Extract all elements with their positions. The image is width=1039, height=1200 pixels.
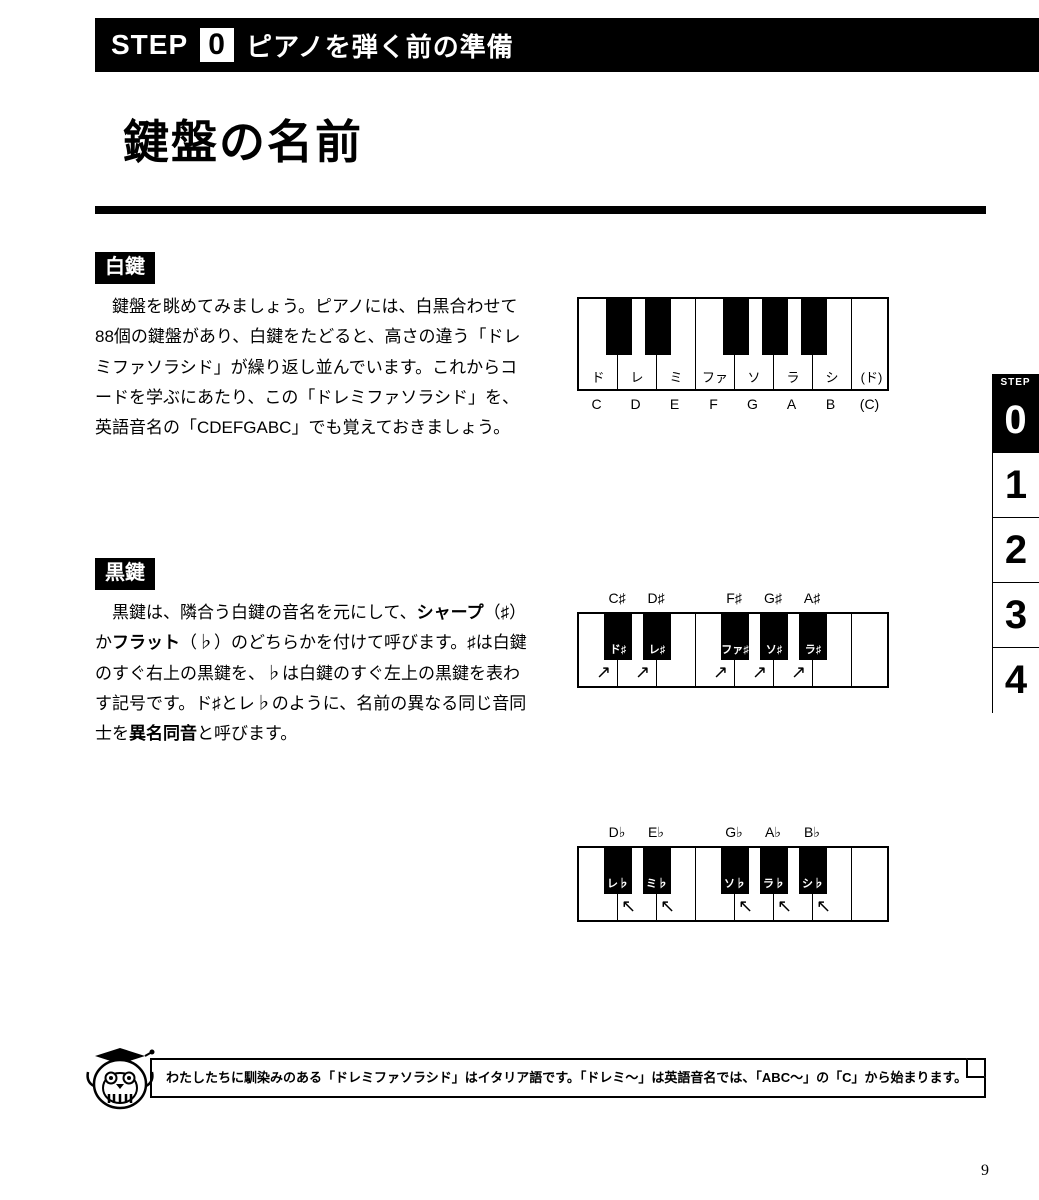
arrow-icon: ↗ [791,662,806,683]
black-key [762,299,788,355]
key-label-en: (C) [850,396,889,412]
key-label-top: A♯ [795,590,829,606]
key-label-en: F [694,396,733,412]
page-title: 鍵盤の名前 [123,106,363,172]
tab-step-label: STEP [992,374,1039,388]
page: STEP 0 ピアノを弾く前の準備 鍵盤の名前 白鍵 鍵盤を眺めてみましょう。ピ… [0,0,1039,1200]
step-tab-1[interactable]: 1 [992,453,1039,518]
black-key [723,299,749,355]
key-label-top: G♭ [717,824,751,841]
black-key: ラ♯ [799,614,827,660]
tip-bar: わたしたちに馴染みのある「ドレミファソラシド」はイタリア語です。「ドレミ〜」は英… [150,1058,986,1098]
arrow-icon: ↖ [621,896,636,917]
step-title: ピアノを弾く前の準備 [246,27,514,64]
black-key: ラ♭ [760,848,788,894]
arrow-icon: ↗ [752,662,767,683]
arrow-icon: ↗ [596,662,611,683]
black-key [645,299,671,355]
section-tag-black: 黒鍵 [95,558,155,590]
black-key: ド♯ [604,614,632,660]
black-key [801,299,827,355]
arrow-icon: ↖ [816,896,831,917]
key-label-top: E♭ [639,824,673,841]
black-key: レ♭ [604,848,632,894]
step-number-box: 0 [200,28,234,62]
keyboard-labels-english: CDEFGAB(C) [577,396,889,412]
step-tabs: STEP01234 [992,374,1039,713]
tip-wrap: わたしたちに馴染みのある「ドレミファソラシド」はイタリア語です。「ドレミ〜」は英… [80,1048,986,1118]
key-label-en: G [733,396,772,412]
black-key: ミ♭ [643,848,671,894]
black-key [606,299,632,355]
key-label-en: E [655,396,694,412]
step-bar: STEP 0 ピアノを弾く前の準備 [95,18,1039,72]
step-tab-3[interactable]: 3 [992,583,1039,648]
keyboard-diagram-flat: レ♭ミ♭ソ♭ラ♭シ♭↖↖↖↖↖ [577,846,889,922]
step-tab-0[interactable]: 0 [992,388,1039,453]
page-number: 9 [981,1162,989,1180]
black-key: ファ♯ [721,614,749,660]
key-label-en: C [577,396,616,412]
black-key: シ♭ [799,848,827,894]
key-label-en: D [616,396,655,412]
key-label-en: A [772,396,811,412]
title-block: 鍵盤の名前 [95,72,986,214]
black-key: レ♯ [643,614,671,660]
key-label-top: B♭ [795,824,829,841]
keyboard-diagram-sharp: ド♯レ♯ファ♯ソ♯ラ♯↗↗↗↗↗ [577,612,889,688]
key-label-en: B [811,396,850,412]
key-label-top: A♭ [756,824,790,841]
arrow-icon: ↖ [738,896,753,917]
key-label-top: D♭ [600,824,634,841]
black-key: ソ♯ [760,614,788,660]
arrow-icon: ↗ [635,662,650,683]
white-key [852,614,891,686]
step-word: STEP [111,29,188,61]
body-text-white: 鍵盤を眺めてみましょう。ピアノには、白黒合わせて88個の鍵盤があり、白鍵をたどる… [95,292,530,443]
arrow-icon: ↖ [777,896,792,917]
keyboard-diagram-white: ドレミファソラシ(ド) [577,297,889,391]
step-tab-4[interactable]: 4 [992,648,1039,713]
arrow-icon: ↗ [713,662,728,683]
black-key: ソ♭ [721,848,749,894]
key-label-top: D♯ [639,590,673,606]
white-key [852,848,891,920]
section-tag-white: 白鍵 [95,252,155,284]
step-tab-2[interactable]: 2 [992,518,1039,583]
key-label-top: G♯ [756,590,790,606]
key-label-top: C♯ [600,590,634,606]
white-key: (ド) [852,299,891,389]
body-text-black: 黒鍵は、隣合う白鍵の音名を元にして、シャープ（♯）かフラット（♭）のどちらかを付… [95,598,530,749]
mascot-icon [80,1042,160,1122]
arrow-icon: ↖ [660,896,675,917]
key-label-top: F♯ [717,590,751,606]
